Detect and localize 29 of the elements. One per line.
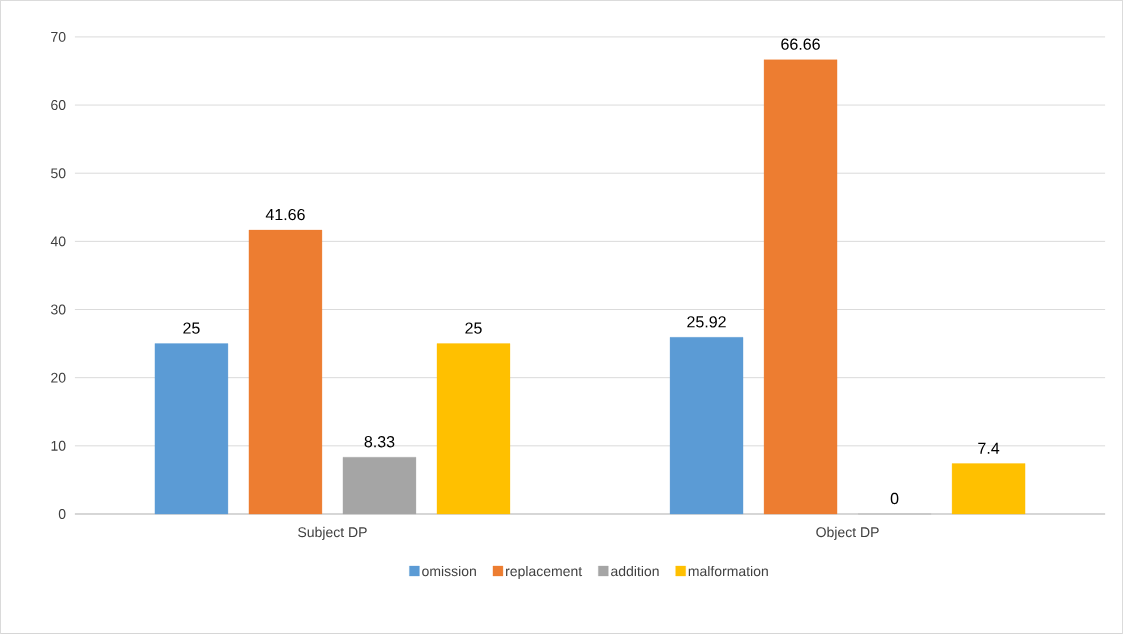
bar [248,229,323,515]
legend-label: replacement [506,565,583,579]
y-tick-label: 70 [51,31,66,42]
y-tick-label: 60 [51,100,66,111]
data-label: 41.66 [265,208,305,221]
data-label: 7.4 [978,442,1000,454]
legend-label: malformation [688,565,768,577]
legend-label: omission [422,565,476,577]
data-label: 25 [465,322,482,334]
bar [951,463,1026,515]
y-tick-label: 30 [51,304,66,315]
data-label: 66.66 [781,38,820,50]
data-label: 25 [183,322,200,334]
y-tick-label: 10 [51,440,66,451]
bar [154,343,229,515]
y-tick-label: 0 [58,509,66,519]
legend-label: addition [611,565,659,577]
data-label: 25.92 [687,316,726,328]
data-label: 8.33 [364,436,395,448]
bar [342,457,417,515]
y-tick-label: 50 [51,168,66,179]
bar [436,343,511,515]
y-tick-label: 40 [50,236,66,247]
bar [669,337,744,515]
data-label: 0 [890,492,899,505]
x-tick-label: Subject DP [298,526,367,540]
y-tick-label: 20 [51,372,66,383]
bar [763,59,838,515]
x-tick-label: Object DP [816,526,879,540]
